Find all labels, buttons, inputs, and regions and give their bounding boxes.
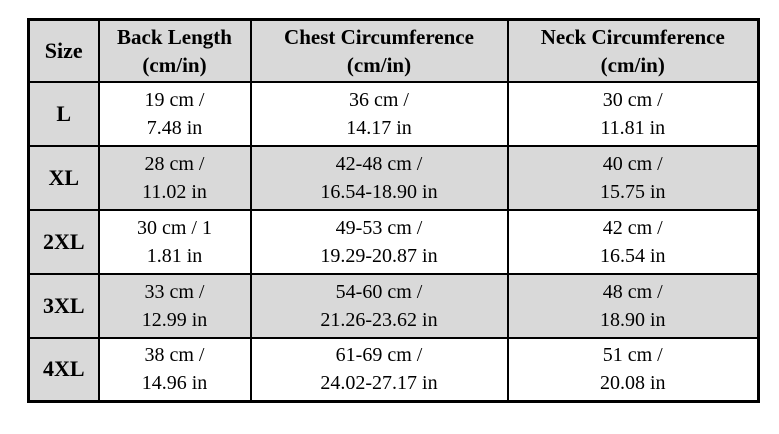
in-value: 7.48 in bbox=[146, 116, 203, 139]
header-label: Size bbox=[44, 37, 83, 63]
table-row-3xl: 3XL 33 cm / 12.99 in 54-60 cm / 21.26-23… bbox=[27, 272, 760, 339]
cm-value: 19 cm / bbox=[144, 88, 205, 111]
in-value: 14.96 in bbox=[141, 372, 208, 395]
chest-circumference-cell-3xl: 54-60 cm / 21.26-23.62 in bbox=[249, 272, 509, 339]
back-length-cell-4xl: 38 cm / 14.96 in bbox=[97, 336, 252, 403]
chest-circumference-cell-2xl: 49-53 cm / 19.29-20.87 in bbox=[249, 208, 509, 275]
back-length-cell-l: 19 cm / 7.48 in bbox=[97, 80, 252, 147]
back-length-cell-xl: 28 cm / 11.02 in bbox=[97, 144, 252, 211]
neck-circumference-cell-2xl: 42 cm / 16.54 in bbox=[506, 208, 760, 275]
size-cell-3xl: 3XL bbox=[27, 272, 100, 339]
in-value: 12.99 in bbox=[141, 308, 208, 331]
in-value: 19.29-20.87 in bbox=[320, 244, 438, 267]
cm-value: 38 cm / bbox=[144, 344, 205, 367]
size-cell-xl: XL bbox=[27, 144, 100, 211]
in-value: 11.81 in bbox=[600, 116, 666, 139]
in-value: 1.81 in bbox=[146, 244, 203, 267]
cm-value: 28 cm / bbox=[144, 152, 205, 175]
header-label: Chest Circumference bbox=[284, 24, 474, 49]
in-value: 21.26-23.62 in bbox=[320, 308, 438, 331]
table-row-xl: XL 28 cm / 11.02 in 42-48 cm / 16.54-18.… bbox=[27, 144, 760, 211]
table-row-4xl: 4XL 38 cm / 14.96 in 61-69 cm / 24.02-27… bbox=[27, 336, 760, 403]
table-row-2xl: 2XL 30 cm / 1 1.81 in 49-53 cm / 19.29-2… bbox=[27, 208, 760, 275]
table-row-l: L 19 cm / 7.48 in 36 cm / 14.17 in 30 cm… bbox=[27, 80, 760, 147]
size-cell-4xl: 4XL bbox=[27, 336, 100, 403]
neck-circumference-cell-3xl: 48 cm / 18.90 in bbox=[506, 272, 760, 339]
header-unit: (cm/in) bbox=[346, 52, 412, 77]
header-unit: (cm/in) bbox=[600, 52, 665, 77]
size-chart-table: Size Back Length (cm/in) Chest Circumfer… bbox=[27, 18, 760, 403]
header-chest-circumference: Chest Circumference (cm/in) bbox=[249, 18, 509, 83]
size-cell-l: L bbox=[27, 80, 100, 147]
neck-circumference-cell-l: 30 cm / 11.81 in bbox=[506, 80, 760, 147]
cm-value: 36 cm / bbox=[349, 88, 409, 111]
in-value: 20.08 in bbox=[599, 372, 666, 395]
header-label: Neck Circumference bbox=[540, 24, 725, 49]
header-back-length: Back Length (cm/in) bbox=[97, 18, 252, 83]
in-value: 24.02-27.17 in bbox=[320, 372, 438, 395]
chest-circumference-cell-l: 36 cm / 14.17 in bbox=[249, 80, 509, 147]
cm-value: 48 cm / bbox=[602, 280, 663, 303]
chest-circumference-cell-4xl: 61-69 cm / 24.02-27.17 in bbox=[249, 336, 509, 403]
chest-circumference-cell-xl: 42-48 cm / 16.54-18.90 in bbox=[249, 144, 509, 211]
in-value: 16.54 in bbox=[599, 244, 666, 267]
neck-circumference-cell-4xl: 51 cm / 20.08 in bbox=[506, 336, 760, 403]
header-neck-circumference: Neck Circumference (cm/in) bbox=[506, 18, 760, 83]
cm-value: 30 cm / 1 bbox=[137, 216, 212, 239]
header-size: Size bbox=[27, 18, 100, 83]
in-value: 14.17 in bbox=[346, 116, 412, 139]
cm-value: 40 cm / bbox=[602, 152, 663, 175]
cm-value: 42-48 cm / bbox=[335, 152, 423, 175]
size-cell-2xl: 2XL bbox=[27, 208, 100, 275]
header-label: Back Length bbox=[117, 24, 232, 49]
cm-value: 30 cm / bbox=[602, 88, 663, 111]
header-row: Size Back Length (cm/in) Chest Circumfer… bbox=[27, 18, 760, 83]
in-value: 16.54-18.90 in bbox=[320, 180, 438, 203]
back-length-cell-3xl: 33 cm / 12.99 in bbox=[97, 272, 252, 339]
in-value: 11.02 in bbox=[142, 180, 207, 203]
in-value: 18.90 in bbox=[599, 308, 666, 331]
cm-value: 49-53 cm / bbox=[335, 216, 423, 239]
cm-value: 51 cm / bbox=[602, 344, 663, 367]
back-length-cell-2xl: 30 cm / 1 1.81 in bbox=[97, 208, 252, 275]
cm-value: 42 cm / bbox=[602, 216, 663, 239]
in-value: 15.75 in bbox=[599, 180, 666, 203]
cm-value: 54-60 cm / bbox=[335, 280, 423, 303]
neck-circumference-cell-xl: 40 cm / 15.75 in bbox=[506, 144, 760, 211]
cm-value: 33 cm / bbox=[144, 280, 205, 303]
header-unit: (cm/in) bbox=[142, 52, 207, 77]
cm-value: 61-69 cm / bbox=[335, 344, 423, 367]
